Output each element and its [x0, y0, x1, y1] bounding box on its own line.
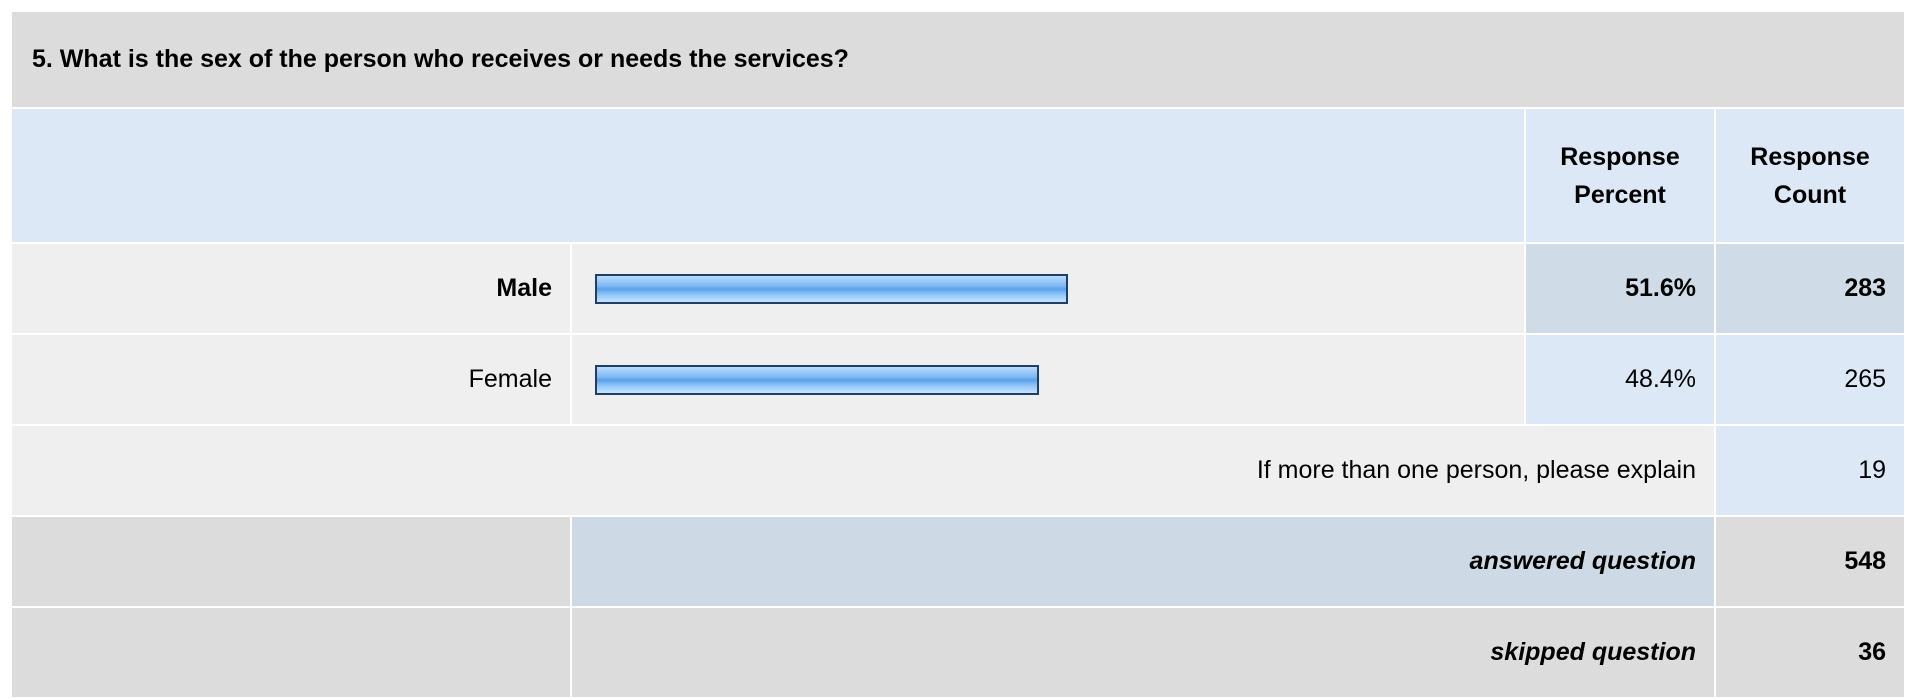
column-header: Response Count [1713, 107, 1907, 244]
answered-row: answered question 548 [10, 515, 1907, 608]
response-count: 283 [1713, 242, 1907, 335]
summary-blank [10, 606, 572, 699]
summary-count: 36 [1713, 606, 1907, 699]
skipped-row: skipped question 36 [10, 606, 1907, 699]
bar-cell [570, 242, 1526, 335]
bar [595, 273, 1069, 304]
question-title: 5. What is the sex of the person who rec… [9, 10, 1907, 109]
answer-label: Male [10, 242, 572, 335]
column-header-row: Response Percent Response Count [10, 107, 1907, 244]
summary-label: answered question [570, 515, 1716, 608]
answer-row: Female 48.4% 265 [10, 333, 1907, 426]
summary-label: skipped question [570, 606, 1716, 699]
results-table: 5. What is the sex of the person who rec… [9, 10, 1907, 699]
other-row: If more than one person, please explain … [10, 424, 1907, 517]
bar-cell [570, 333, 1526, 426]
column-header: Response Percent [1524, 107, 1716, 244]
title-row: 5. What is the sex of the person who rec… [9, 10, 1907, 109]
response-count: 265 [1713, 333, 1907, 426]
summary-blank [10, 515, 572, 608]
response-percent: 51.6% [1524, 242, 1716, 335]
response-percent: 48.4% [1524, 333, 1716, 426]
other-label: If more than one person, please explain [10, 424, 1716, 517]
answer-label: Female [10, 333, 572, 426]
summary-count: 548 [1713, 515, 1907, 608]
header-blank [10, 107, 1526, 244]
bar [595, 364, 1039, 395]
other-count: 19 [1713, 424, 1907, 517]
answer-row: Male 51.6% 283 [10, 242, 1907, 335]
